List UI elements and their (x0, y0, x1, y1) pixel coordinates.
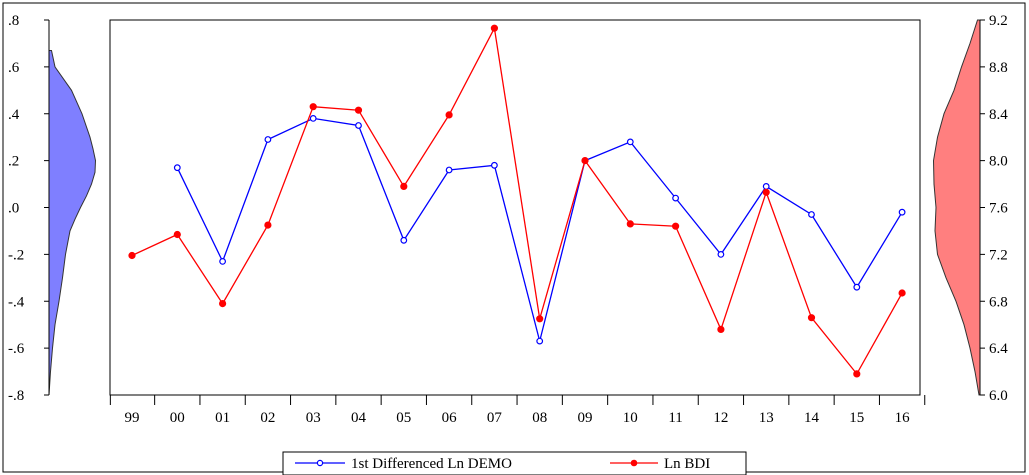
x-tick-label: 16 (895, 410, 911, 426)
series-point (219, 258, 227, 265)
left-tick-label: -.6 (8, 341, 25, 357)
x-tick-label: 07 (487, 410, 503, 426)
left-density-area (48, 50, 97, 396)
series-point (853, 283, 861, 291)
legend: 1st Differenced Ln DEMO Ln BDI (282, 451, 747, 475)
right-tick-label: 8.8 (989, 60, 1008, 76)
left-density-shape (48, 50, 97, 396)
series-point (173, 230, 181, 239)
x-axis-ticks: 99 00 01 02 03 04 05 06 07 08 09 10 11 12 13 14 15 16 (109, 395, 926, 426)
left-tick-label: .0 (8, 201, 19, 217)
right-axis-ticks: 9.2 8.8 8.4 8.0 7.6 7.2 6.8 6.4 6.0 (980, 13, 1008, 404)
x-tick-label: 06 (442, 410, 458, 426)
series-point (717, 325, 725, 333)
x-tick-label: 02 (260, 410, 275, 426)
left-tick-label: -.4 (8, 294, 25, 310)
series-point (445, 111, 453, 119)
right-tick-label: 9.2 (989, 13, 1008, 29)
left-tick-label: .6 (8, 60, 20, 76)
series-1 (128, 24, 906, 378)
series-point (581, 157, 589, 165)
x-tick-label: 04 (351, 410, 367, 426)
x-tick-label: 99 (125, 410, 140, 426)
series-point (309, 103, 317, 111)
x-tick-label: 08 (532, 410, 547, 426)
legend-marker-demo (316, 459, 324, 467)
x-tick-label: 05 (396, 410, 411, 426)
x-tick-label: 12 (713, 410, 728, 426)
left-axis-ticks: .8 .6 .4 .2 .0 -.2 -.4 -.6 -.8 (8, 13, 49, 404)
series-point (536, 315, 544, 323)
legend-marker-bdi (630, 459, 638, 467)
series-point (626, 138, 634, 146)
series-point (264, 221, 272, 229)
x-tick-label: 11 (668, 410, 682, 426)
series-point (762, 182, 770, 190)
x-tick-label: 01 (215, 410, 230, 426)
right-tick-label: 6.0 (989, 388, 1008, 404)
x-tick-label: 10 (623, 410, 638, 426)
right-density-area (932, 19, 981, 396)
series-point (219, 300, 227, 308)
x-tick-label: 14 (804, 410, 820, 426)
series-line (131, 26, 903, 376)
right-tick-label: 6.4 (989, 341, 1008, 357)
right-tick-label: 6.8 (989, 294, 1008, 310)
series-point (354, 106, 363, 114)
series-point (264, 136, 272, 143)
series-point (762, 188, 770, 196)
right-tick-label: 8.0 (989, 154, 1008, 170)
series-point (626, 220, 634, 228)
legend-label-bdi: Ln BDI (664, 456, 710, 472)
series-point (536, 337, 544, 345)
series-point (898, 289, 906, 297)
series-point (853, 370, 861, 378)
right-density-shape (932, 19, 981, 396)
series-point (807, 314, 816, 322)
right-tick-label: 8.4 (989, 107, 1008, 123)
series-point (309, 114, 317, 122)
x-tick-label: 15 (849, 410, 864, 426)
series-point (400, 236, 408, 244)
plot-frame (109, 19, 921, 396)
series-point (808, 211, 815, 218)
series-point (355, 122, 362, 129)
series-0 (173, 114, 906, 345)
series-point (173, 164, 181, 172)
series-layer (128, 24, 906, 378)
right-tick-label: 7.6 (989, 201, 1008, 217)
left-tick-label: -.8 (8, 388, 24, 404)
left-tick-label: .8 (8, 13, 19, 29)
series-point (491, 161, 498, 169)
series-point (490, 24, 498, 32)
series-point (671, 222, 680, 230)
x-tick-label: 13 (759, 410, 774, 426)
series-point (898, 208, 906, 216)
left-tick-label: .4 (8, 107, 20, 123)
series-point (128, 251, 136, 260)
left-tick-label: -.2 (8, 247, 24, 263)
left-tick-label: .2 (8, 154, 19, 170)
right-tick-label: 7.2 (989, 247, 1008, 263)
series-point (400, 182, 408, 190)
legend-box (282, 451, 747, 475)
x-tick-label: 00 (170, 410, 185, 426)
x-tick-label: 03 (306, 410, 321, 426)
series-point (672, 194, 679, 202)
series-point (445, 166, 453, 174)
legend-label-demo: 1st Differenced Ln DEMO (351, 456, 512, 472)
x-tick-label: 09 (578, 410, 593, 426)
series-point (717, 250, 725, 258)
